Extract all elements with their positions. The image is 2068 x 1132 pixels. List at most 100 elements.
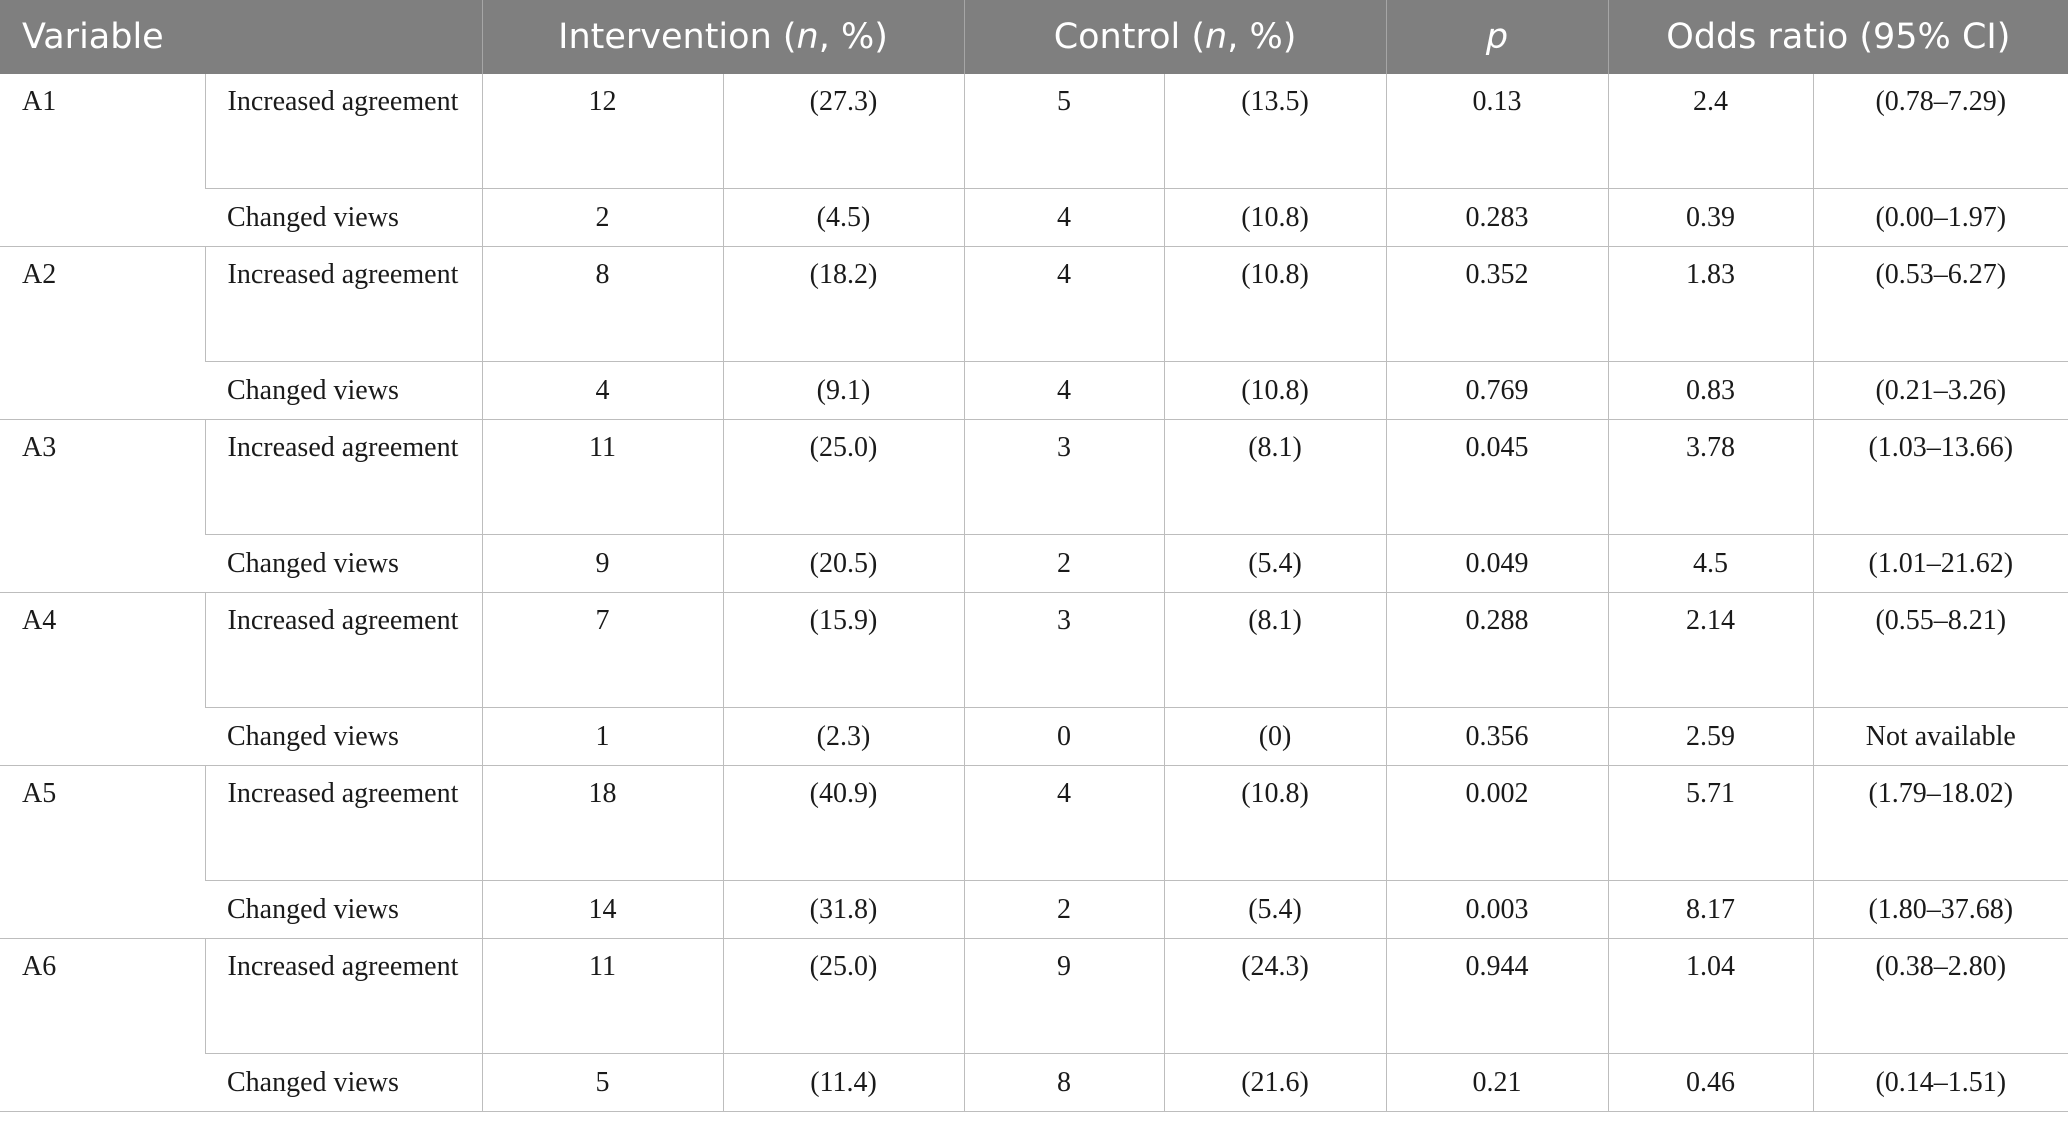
variable-cell: A5 (0, 765, 205, 939)
odds-ratio-cell: 2.14 (1607, 592, 1814, 708)
control-pct-cell: (0) (1163, 707, 1387, 766)
p-value-cell: 0.356 (1385, 707, 1609, 766)
p-value-cell: 0.13 (1385, 74, 1609, 189)
intervention-n-cell: 12 (481, 74, 723, 189)
p-value-cell: 0.21 (1385, 1053, 1609, 1112)
intervention-pct-cell: (25.0) (722, 419, 965, 535)
intervention-n-cell: 11 (481, 938, 723, 1054)
confidence-interval-cell: (0.00–1.97) (1812, 188, 2068, 247)
confidence-interval-cell: (0.38–2.80) (1812, 938, 2068, 1054)
confidence-interval-cell: (0.55–8.21) (1812, 592, 2068, 708)
odds-ratio-cell: 1.83 (1607, 246, 1814, 362)
intervention-pct-cell: (11.4) (722, 1053, 965, 1112)
odds-ratio-cell: 0.39 (1607, 188, 1814, 247)
intervention-pct-cell: (20.5) (722, 534, 965, 593)
control-pct-cell: (8.1) (1163, 419, 1387, 535)
table-row: A4 Increased agreement 7 (15.9) 3 (8.1) 0.288 2… (0, 592, 2068, 766)
intervention-pct-cell: (15.9) (722, 592, 965, 708)
table-row: Changed views 1 (2.3) 0 (0) 0.356 2.59 Not avai… (0, 707, 2068, 766)
control-pct-cell: (10.8) (1163, 765, 1387, 881)
control-pct-cell: (10.8) (1163, 188, 1387, 247)
header-odds-ratio: Odds ratio (95% CI) (1607, 0, 2068, 74)
table-row: Changed views 2 (4.5) 4 (10.8) 0.283 0.39 (0.00… (0, 188, 2068, 247)
variable-cell: A4 (0, 592, 205, 766)
p-value-cell: 0.769 (1385, 361, 1609, 420)
category-cell: Increased agreement (204, 592, 482, 708)
category-cell: Changed views (205, 880, 482, 939)
intervention-n-cell: 18 (481, 765, 723, 881)
confidence-interval-cell: (0.53–6.27) (1812, 246, 2068, 362)
variable-cell: A2 (0, 246, 205, 420)
odds-ratio-cell: 8.17 (1607, 880, 1814, 939)
control-pct-cell: (24.3) (1163, 938, 1387, 1054)
control-pct-cell: (5.4) (1163, 534, 1387, 593)
header-control: Control (n, %) (963, 0, 1387, 74)
category-cell: Increased agreement (204, 765, 482, 881)
control-n-cell: 5 (963, 74, 1165, 189)
header-variable: Variable (0, 0, 482, 74)
category-cell: Changed views (205, 188, 482, 247)
table-row: Changed views 9 (20.5) 2 (5.4) 0.049 4.5 (1.01–… (0, 534, 2068, 593)
control-n-cell: 4 (963, 188, 1165, 247)
control-n-cell: 4 (963, 246, 1165, 362)
header-p-value: p (1385, 0, 1609, 74)
variable-cell: A6 (0, 938, 205, 1112)
confidence-interval-cell: (1.03–13.66) (1812, 419, 2068, 535)
control-n-cell: 9 (963, 938, 1165, 1054)
intervention-n-cell: 2 (481, 188, 723, 247)
odds-ratio-cell: 0.46 (1607, 1053, 1814, 1112)
odds-ratio-cell: 2.4 (1607, 74, 1814, 189)
table-row: Changed views 4 (9.1) 4 (10.8) 0.769 0.83 (0.21… (0, 361, 2068, 420)
p-value-cell: 0.283 (1385, 188, 1609, 247)
category-cell: Changed views (205, 707, 482, 766)
odds-ratio-cell: 0.83 (1607, 361, 1814, 420)
intervention-n-cell: 11 (481, 419, 723, 535)
p-value-cell: 0.049 (1385, 534, 1609, 593)
category-cell: Increased agreement (204, 419, 482, 535)
category-cell: Increased agreement (204, 246, 482, 362)
category-cell: Changed views (205, 534, 482, 593)
table-row: Changed views 5 (11.4) 8 (21.6) 0.21 0.46 (0.14… (0, 1053, 2068, 1112)
control-n-cell: 0 (963, 707, 1165, 766)
control-n-cell: 8 (963, 1053, 1165, 1112)
p-value-cell: 0.002 (1385, 765, 1609, 881)
category-cell: Changed views (205, 361, 482, 420)
odds-ratio-cell: 4.5 (1607, 534, 1814, 593)
table-row: A2 Increased agreement 8 (18.2) 4 (10.8) 0.352… (0, 246, 2068, 420)
intervention-n-cell: 14 (481, 880, 723, 939)
confidence-interval-cell: (0.21–3.26) (1812, 361, 2068, 420)
control-pct-cell: (10.8) (1163, 246, 1387, 362)
intervention-n-cell: 5 (481, 1053, 723, 1112)
p-value-cell: 0.288 (1385, 592, 1609, 708)
control-pct-cell: (13.5) (1163, 74, 1387, 189)
category-cell: Increased agreement (204, 74, 482, 189)
intervention-n-cell: 1 (481, 707, 723, 766)
variable-cell: A1 (0, 74, 205, 247)
control-n-cell: 4 (963, 361, 1165, 420)
control-pct-cell: (21.6) (1163, 1053, 1387, 1112)
p-value-cell: 0.003 (1385, 880, 1609, 939)
intervention-pct-cell: (9.1) (722, 361, 965, 420)
category-cell: Increased agreement (204, 938, 482, 1054)
intervention-pct-cell: (4.5) (722, 188, 965, 247)
odds-ratio-cell: 5.71 (1607, 765, 1814, 881)
intervention-n-cell: 9 (481, 534, 723, 593)
confidence-interval-cell: (1.80–37.68) (1812, 880, 2068, 939)
odds-ratio-cell: 1.04 (1607, 938, 1814, 1054)
intervention-pct-cell: (27.3) (722, 74, 965, 189)
odds-ratio-cell: 3.78 (1607, 419, 1814, 535)
intervention-pct-cell: (25.0) (722, 938, 965, 1054)
control-n-cell: 3 (963, 419, 1165, 535)
control-pct-cell: (5.4) (1163, 880, 1387, 939)
confidence-interval-cell: (0.14–1.51) (1812, 1053, 2068, 1112)
table-row: A3 Increased agreement 11 (25.0) 3 (8.1) 0.045… (0, 419, 2068, 593)
control-n-cell: 2 (963, 880, 1165, 939)
category-cell: Changed views (205, 1053, 482, 1112)
confidence-interval-cell: (1.79–18.02) (1812, 765, 2068, 881)
control-n-cell: 4 (963, 765, 1165, 881)
control-pct-cell: (8.1) (1163, 592, 1387, 708)
intervention-pct-cell: (31.8) (722, 880, 965, 939)
intervention-pct-cell: (18.2) (722, 246, 965, 362)
header-row: Variable Intervention (n, %) Control (n,… (0, 0, 2068, 74)
